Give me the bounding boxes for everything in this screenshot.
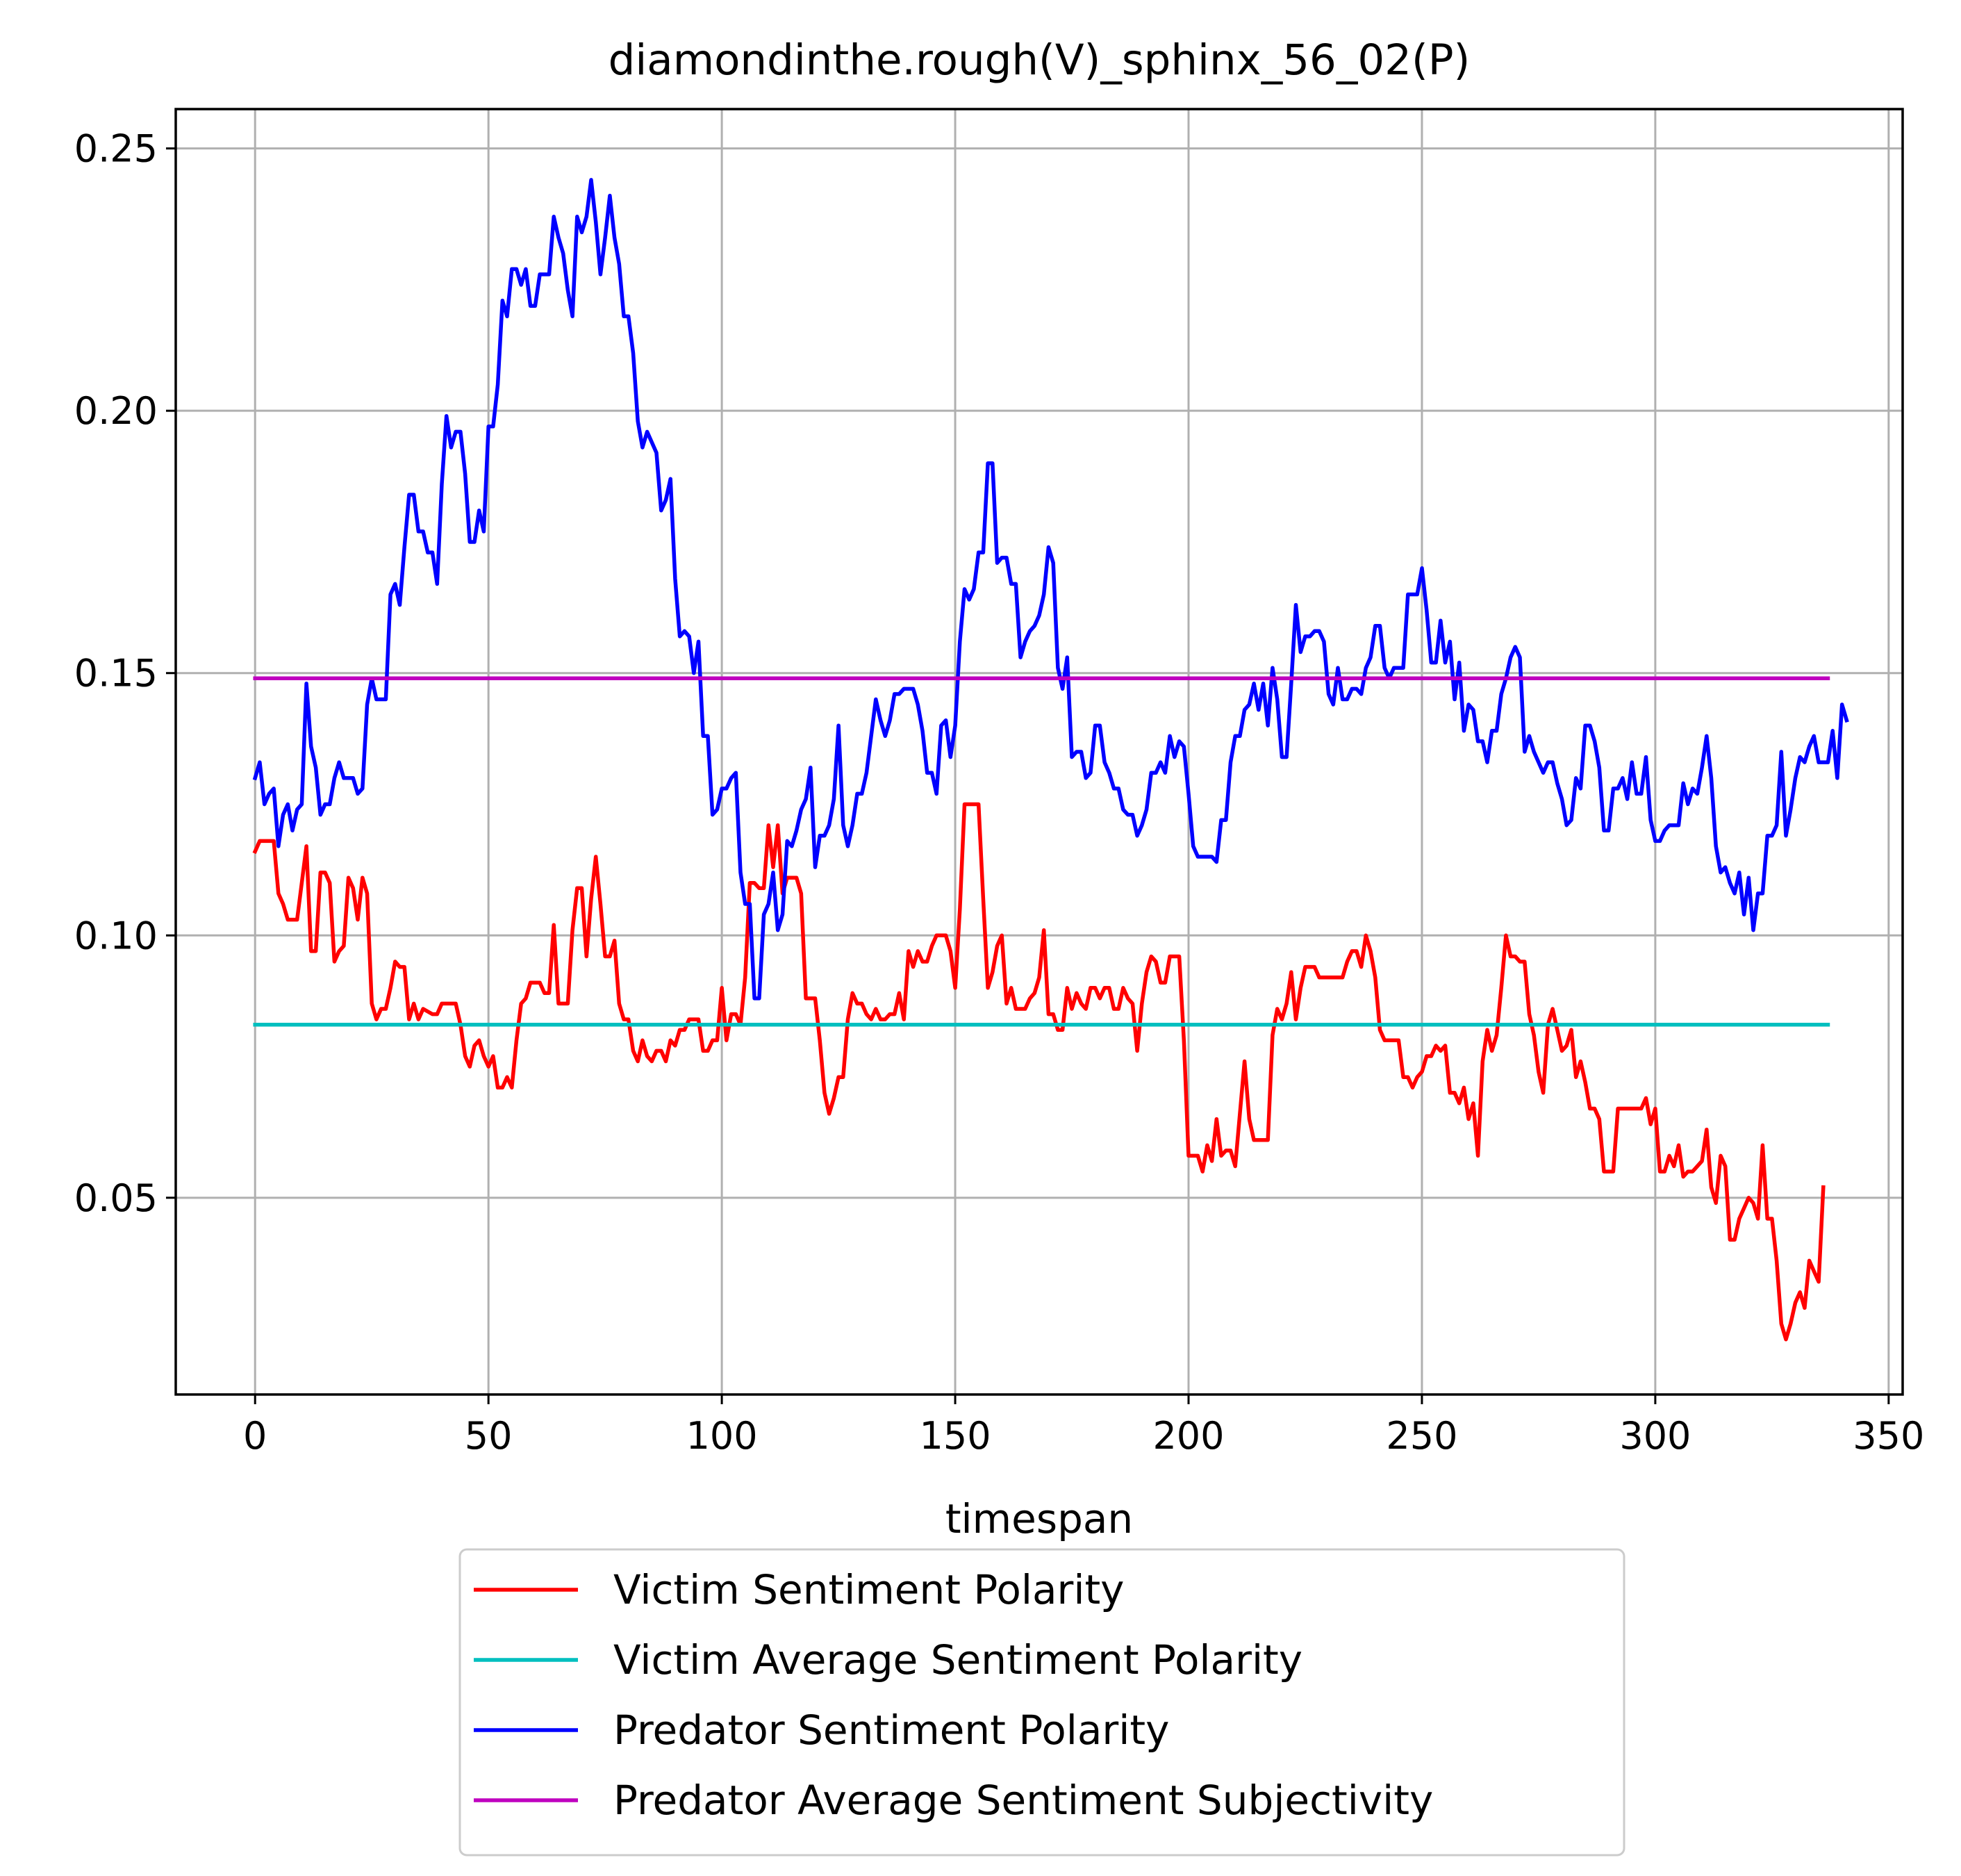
x-tick-label: 200 [1152,1414,1224,1458]
x-axis-label: timespan [945,1495,1133,1542]
legend-label: Predator Sentiment Polarity [613,1706,1169,1754]
chart-title: diamondinthe.rough(V)_sphinx_56_02(P) [609,35,1471,85]
legend-label: Victim Average Sentiment Polarity [613,1636,1302,1684]
legend-label: Victim Sentiment Polarity [613,1566,1125,1613]
x-tick-label: 250 [1386,1414,1457,1458]
series-line-3 [252,178,1849,1001]
series-layer [252,178,1849,1342]
axis-ticks: 0 50 100 150 200 250 300 350 0.05 0.10 0.15 0.20 0.2… [74,127,1925,1458]
grid [176,109,1903,1394]
legend-label: Predator Average Sentiment Subjectivity [613,1777,1433,1824]
plot-frame [174,108,1904,1396]
legend: Victim Sentiment Polarity Victim Average … [458,1548,1625,1857]
x-tick-label: 150 [920,1414,991,1458]
y-tick-label: 0.10 [74,914,158,957]
legend-frame [458,1548,1625,1857]
y-tick-label: 0.25 [74,127,158,171]
x-tick-label: 100 [686,1414,758,1458]
x-tick-label: 50 [465,1414,513,1458]
y-tick-label: 0.05 [74,1176,158,1220]
y-tick-label: 0.15 [74,652,158,696]
x-tick-label: 350 [1853,1414,1924,1458]
x-tick-label: 0 [243,1414,267,1458]
legend-entries: Victim Sentiment Polarity Victim Average … [474,1566,1433,1824]
series-line-1 [252,802,1826,1342]
x-tick-label: 300 [1619,1414,1691,1458]
y-tick-label: 0.20 [74,389,158,433]
